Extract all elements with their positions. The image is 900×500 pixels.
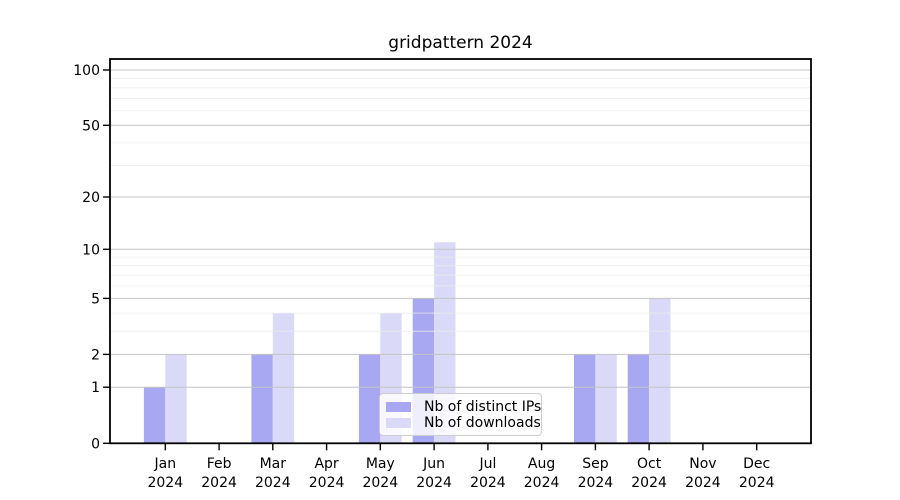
x-tick-label-month: Nov: [689, 456, 716, 472]
y-tick-label: 50: [82, 118, 100, 134]
x-tick-label-year: 2024: [255, 475, 291, 491]
y-tick-label: 2: [91, 347, 100, 363]
x-tick-label-year: 2024: [309, 475, 345, 491]
bar-distinct-ips-sep: [574, 354, 596, 444]
legend-swatch-downloads: [386, 418, 411, 428]
x-tick-label-month: May: [366, 456, 395, 472]
x-tick-label-year: 2024: [739, 475, 775, 491]
bar-downloads-jan: [165, 354, 187, 444]
x-tick-label-year: 2024: [201, 475, 237, 491]
legend-label-distinct-ips: Nb of distinct IPs: [424, 399, 542, 415]
y-tick-label: 100: [73, 63, 100, 79]
x-tick-label-month: Oct: [637, 456, 662, 472]
x-tick-label-month: Apr: [314, 456, 338, 472]
x-tick-label-year: 2024: [470, 475, 506, 491]
bar-distinct-ips-jan: [143, 387, 166, 444]
x-tick-label-year: 2024: [578, 475, 614, 491]
legend: Nb of distinct IPs Nb of downloads: [379, 393, 542, 436]
x-tick-label-month: Jan: [154, 456, 177, 472]
y-tick-label: 1: [91, 380, 100, 396]
legend-item-distinct-ips: Nb of distinct IPs: [386, 399, 541, 415]
x-tick-label-month: Sep: [582, 456, 609, 472]
bar-distinct-ips-oct: [627, 354, 650, 444]
chart-title: gridpattern 2024: [388, 33, 533, 53]
x-tick-label-year: 2024: [362, 475, 398, 491]
x-tick-label-year: 2024: [147, 475, 183, 491]
y-tick-label: 5: [91, 291, 100, 307]
x-tick-label-month: Dec: [743, 456, 770, 472]
bar-downloads-mar: [272, 313, 295, 444]
bar-downloads-oct: [649, 298, 671, 444]
x-tick-label-month: Aug: [528, 456, 555, 472]
x-tick-label-month: Jul: [478, 456, 496, 472]
x-tick-label-month: Feb: [207, 456, 232, 472]
bar-downloads-sep: [595, 354, 617, 444]
y-tick-label: 0: [91, 436, 100, 452]
y-tick-label: 10: [82, 242, 100, 258]
bar-distinct-ips-may: [358, 354, 381, 444]
legend-swatch-distinct-ips: [386, 402, 411, 412]
legend-label-downloads: Nb of downloads: [424, 415, 541, 431]
x-tick-label-month: Jun: [422, 456, 445, 472]
x-tick-label-month: Mar: [260, 456, 287, 472]
x-tick-label-year: 2024: [631, 475, 667, 491]
legend-item-downloads: Nb of downloads: [386, 415, 541, 431]
x-tick-label-year: 2024: [685, 475, 721, 491]
y-tick-label: 20: [82, 190, 100, 206]
axes-spines: [109, 58, 812, 445]
x-tick-label-year: 2024: [524, 475, 560, 491]
x-tick-label-year: 2024: [416, 475, 452, 491]
bar-distinct-ips-mar: [251, 354, 273, 444]
